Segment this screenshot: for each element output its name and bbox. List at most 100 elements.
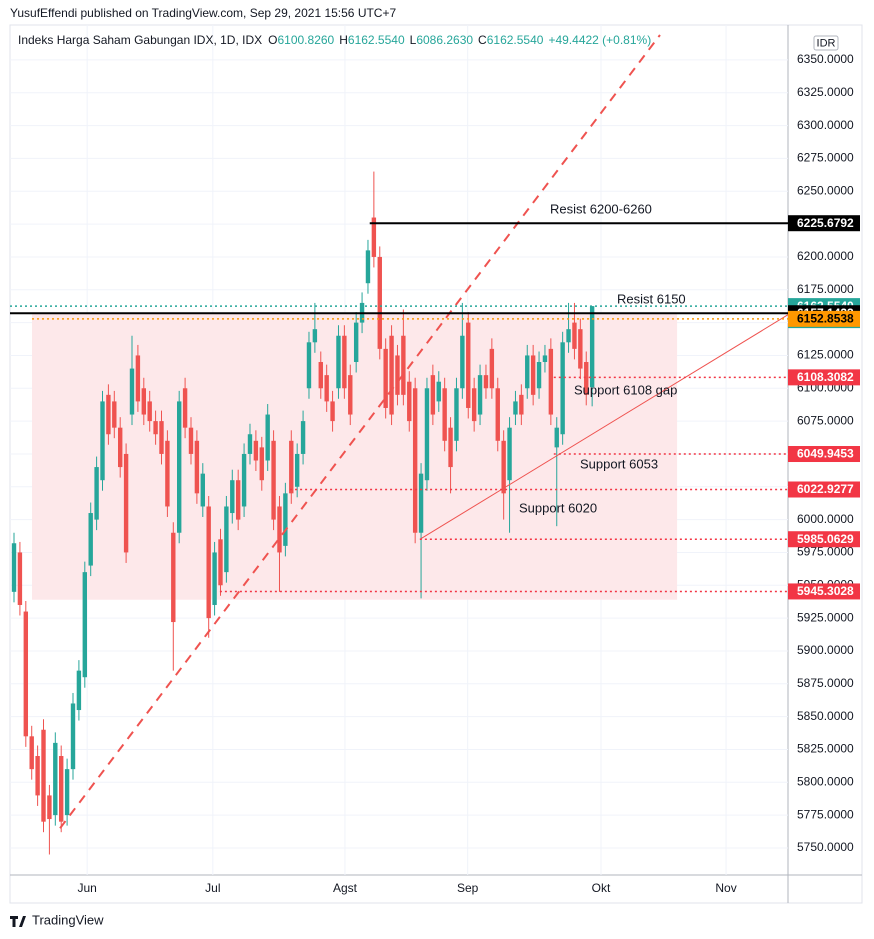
price-tag-label: 6049.9453 bbox=[797, 447, 854, 461]
candle-body bbox=[70, 703, 76, 770]
legend-value: 6100.8260 bbox=[277, 33, 334, 47]
annotation: Resist 6150 bbox=[617, 291, 686, 306]
price-tag-label: 6225.6792 bbox=[797, 216, 854, 230]
candle-body bbox=[589, 306, 595, 388]
candle-body bbox=[525, 355, 530, 389]
candle-body bbox=[448, 427, 453, 468]
candle-body bbox=[188, 427, 194, 454]
price-tag-label: 6022.9277 bbox=[797, 482, 854, 496]
candle-body bbox=[336, 335, 341, 389]
y-tick-label: 6075.0000 bbox=[797, 413, 854, 427]
candle-body bbox=[141, 388, 146, 415]
candle-body bbox=[235, 480, 241, 520]
candle-body bbox=[17, 552, 23, 605]
candle-body bbox=[265, 414, 270, 461]
candle-body bbox=[371, 217, 377, 257]
price-tag bbox=[788, 215, 860, 232]
legend-field: C bbox=[478, 33, 487, 47]
candle-body bbox=[324, 375, 329, 402]
candle-body bbox=[241, 453, 247, 507]
x-tick-label: Agst bbox=[333, 881, 358, 895]
candle-body bbox=[365, 250, 371, 284]
candle-body bbox=[289, 440, 294, 494]
legend: Indeks Harga Saham Gabungan IDX, 1D, IDX… bbox=[18, 33, 651, 47]
candle-body bbox=[536, 362, 542, 389]
candle-body bbox=[171, 532, 176, 623]
candle-body bbox=[489, 348, 495, 389]
trend-line bbox=[59, 34, 661, 829]
candle-body bbox=[112, 401, 117, 428]
candle-body bbox=[259, 447, 264, 481]
candle-body bbox=[495, 388, 500, 441]
brand-name: TradingView bbox=[32, 912, 104, 927]
candle-body bbox=[224, 506, 229, 573]
candle-body bbox=[277, 506, 282, 553]
candle-body bbox=[330, 401, 335, 422]
legend-name: Indeks Harga Saham Gabungan IDX, 1D, IDX bbox=[18, 33, 262, 47]
candle-body bbox=[100, 401, 105, 481]
y-tick-label: 6125.0000 bbox=[797, 348, 854, 362]
candle-body bbox=[300, 421, 306, 454]
candle-body bbox=[11, 543, 17, 592]
currency-label: IDR bbox=[817, 37, 836, 49]
candle-body bbox=[560, 342, 565, 435]
candle-body bbox=[200, 473, 205, 507]
y-tick-label: 5775.0000 bbox=[797, 807, 854, 821]
annotation: Support 6108 gap bbox=[574, 382, 677, 397]
candle-body bbox=[76, 670, 82, 711]
annotation: Resist 6200-6260 bbox=[550, 201, 652, 216]
candle-body bbox=[383, 348, 388, 408]
legend-field: H bbox=[339, 33, 348, 47]
candle-body bbox=[165, 440, 170, 507]
candle-body bbox=[430, 375, 436, 415]
candle-body bbox=[412, 388, 418, 533]
candle-body bbox=[348, 375, 353, 415]
candle-body bbox=[466, 322, 471, 408]
x-tick-label: Okt bbox=[592, 881, 611, 895]
y-tick-label: 6300.0000 bbox=[797, 118, 854, 132]
y-tick-label: 5750.0000 bbox=[797, 840, 854, 854]
currency-box bbox=[813, 35, 839, 51]
price-tag bbox=[788, 583, 860, 600]
candle-body bbox=[182, 388, 188, 428]
candle-body bbox=[88, 513, 93, 566]
candle-body bbox=[176, 401, 182, 533]
trend-line bbox=[419, 314, 789, 540]
x-tick-label: Jun bbox=[77, 881, 96, 895]
price-tag-label: 5945.3028 bbox=[797, 584, 854, 598]
candle-body bbox=[23, 611, 29, 737]
candle-body bbox=[442, 388, 447, 441]
price-tag bbox=[788, 369, 860, 386]
x-tick-label: Sep bbox=[457, 881, 479, 895]
price-tag-label: 5985.0629 bbox=[797, 532, 854, 546]
candle-body bbox=[548, 348, 554, 415]
candle-body bbox=[29, 736, 34, 770]
candle-body bbox=[407, 381, 412, 422]
y-tick-label: 6350.0000 bbox=[797, 52, 854, 66]
y-tick-label: 5850.0000 bbox=[797, 709, 854, 723]
candle-body bbox=[507, 427, 512, 481]
candle-body bbox=[578, 329, 583, 369]
y-tick-label: 5925.0000 bbox=[797, 610, 854, 624]
candle-body bbox=[253, 440, 259, 461]
candle-body bbox=[53, 742, 58, 816]
x-tick-label: Jul bbox=[205, 881, 220, 895]
candle-body bbox=[47, 795, 52, 820]
y-tick-label: 5825.0000 bbox=[797, 742, 854, 756]
candle-body bbox=[294, 453, 300, 487]
y-tick-label: 6000.0000 bbox=[797, 512, 854, 526]
candle-body bbox=[153, 421, 158, 435]
y-tick-label: 5900.0000 bbox=[797, 643, 854, 657]
candle-body bbox=[123, 453, 129, 553]
candle-body bbox=[159, 421, 164, 454]
candle-body bbox=[460, 335, 465, 389]
candle-body bbox=[389, 335, 394, 415]
price-tag-label: 6108.3082 bbox=[797, 370, 854, 384]
candle-body bbox=[135, 355, 141, 402]
legend-value: 6162.5540 bbox=[487, 33, 544, 47]
candle-body bbox=[129, 368, 135, 415]
candle-body bbox=[483, 375, 489, 389]
candle-body bbox=[519, 394, 524, 415]
